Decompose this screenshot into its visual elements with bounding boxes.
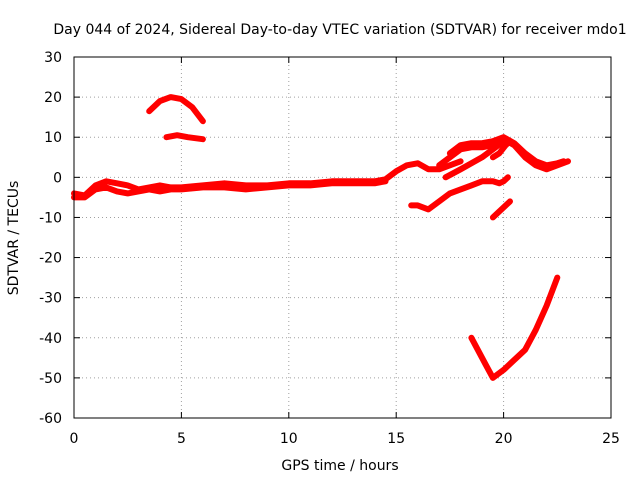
- x-tick-label: 15: [387, 431, 405, 447]
- y-axis-label: SDTVAR / TECUs: [6, 181, 22, 296]
- trace-late-diagonal: [442, 138, 507, 181]
- y-tick-label: -60: [39, 411, 62, 427]
- y-tick-label: 0: [53, 170, 62, 186]
- x-tick-label: 0: [70, 431, 79, 447]
- trace-neg-seven: [408, 174, 511, 213]
- x-tick-label: 25: [602, 431, 620, 447]
- data-traces: [71, 94, 571, 381]
- y-tick-label: -50: [39, 371, 62, 387]
- trace-main-lower: [71, 178, 389, 201]
- trace-dip-hook: [489, 138, 513, 161]
- y-tick-label: 20: [44, 90, 62, 106]
- y-tick-label: -40: [39, 331, 62, 347]
- trace-deep-dip: [468, 274, 561, 381]
- y-tick-label: -10: [39, 210, 62, 226]
- x-tick-label: 5: [177, 431, 186, 447]
- trace-arc-ten: [163, 132, 206, 143]
- y-tick-label: -30: [39, 291, 62, 307]
- trace-arc-high: [146, 94, 206, 125]
- plot-frame: [73, 56, 612, 419]
- y-tick-label: -20: [39, 251, 62, 267]
- y-tick-label: 10: [44, 130, 62, 146]
- y-tick-label: 30: [44, 50, 62, 66]
- chart-title: Day 044 of 2024, Sidereal Day-to-day VTE…: [53, 22, 626, 38]
- x-axis-label: GPS time / hours: [281, 458, 398, 474]
- x-tick-label: 20: [495, 431, 513, 447]
- trace-short-neg: [489, 198, 513, 221]
- x-tick-label: 10: [280, 431, 298, 447]
- axis-ticks: 0 5 10 15 20 25 -60 -50 -40 -30 -20 -10 0 10 20 30: [39, 50, 620, 447]
- grid-lines: [74, 57, 611, 418]
